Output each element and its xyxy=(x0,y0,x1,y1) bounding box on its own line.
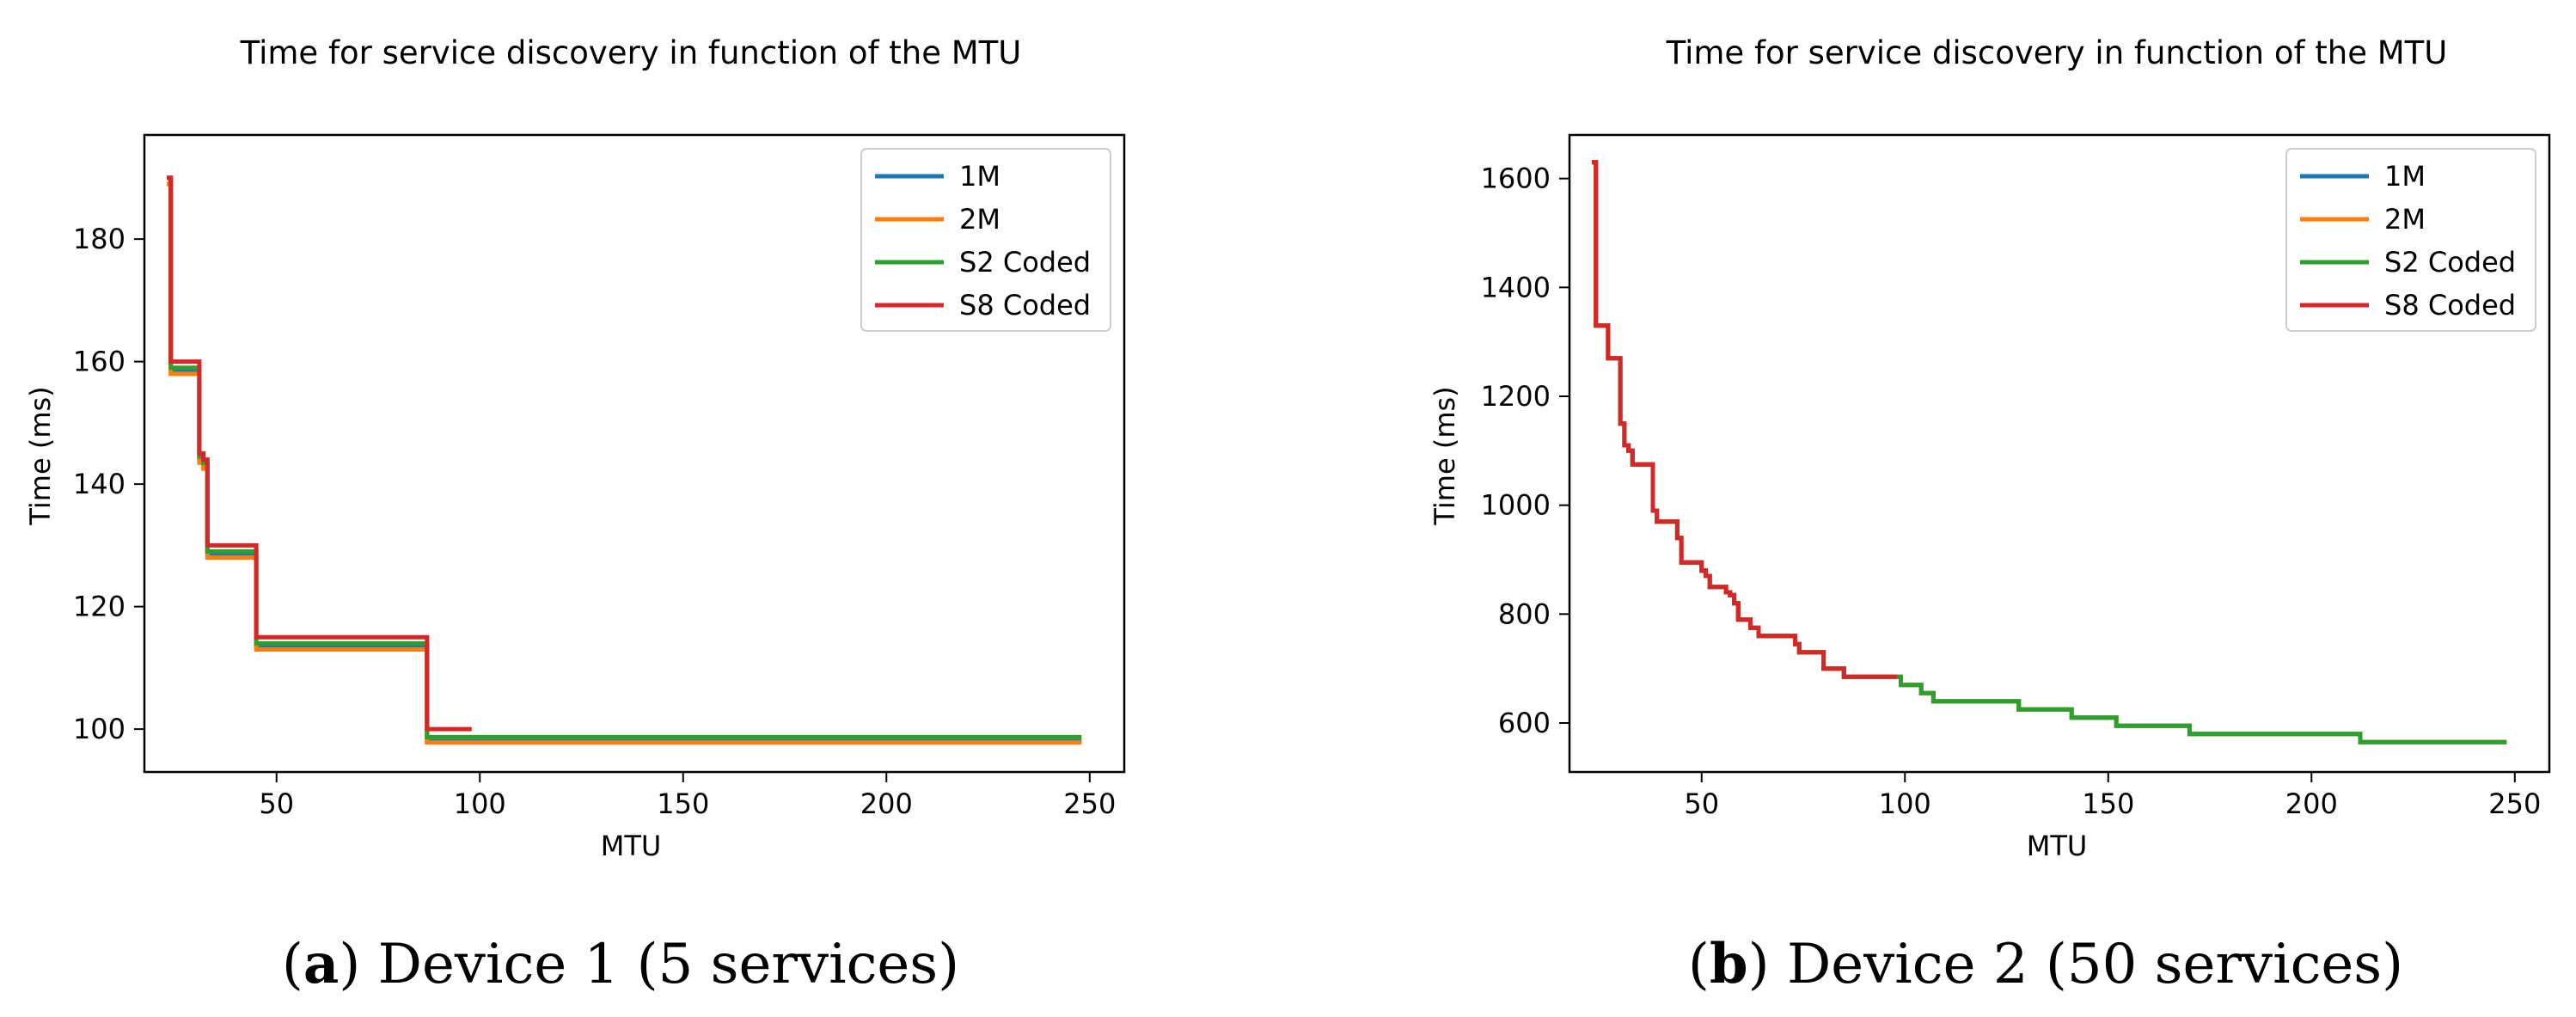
y-axis-label: Time (ms) xyxy=(24,386,57,525)
x-axis-label: MTU xyxy=(2027,830,2088,862)
legend: 1M 2M S2 Coded S8 Coded xyxy=(2285,148,2536,332)
caption-letter: a xyxy=(303,932,339,996)
x-tick-label: 100 xyxy=(1879,787,1931,820)
y-tick-label: 1200 xyxy=(1481,380,1551,413)
axes-frame xyxy=(143,133,1126,774)
plot-area: 50 100 150 200 250 100 120 140 160 180 1M 2M S2 Code… xyxy=(73,133,1126,820)
y-tick-label: 180 xyxy=(73,223,125,255)
y-tick-label: 1400 xyxy=(1481,271,1551,303)
chart-panel-a: Time for service discovery in function o… xyxy=(24,34,1126,996)
caption-open: ( xyxy=(282,933,303,996)
legend-label: S2 Coded xyxy=(959,246,1091,279)
y-tick-label: 140 xyxy=(73,468,125,500)
y-tick-label: 1000 xyxy=(1481,489,1551,522)
legend-label: 2M xyxy=(959,203,1000,236)
caption-text: ) Device 2 (50 services) xyxy=(1748,933,2403,996)
x-tick-label: 250 xyxy=(2488,787,2541,820)
axes-frame xyxy=(1568,133,2551,774)
legend: 1M 2M S2 Coded S8 Coded xyxy=(860,148,1111,332)
legend-box xyxy=(860,148,1111,332)
x-tick-label: 150 xyxy=(2082,787,2134,820)
legend-box xyxy=(2285,148,2536,332)
legend-label: S8 Coded xyxy=(959,289,1091,322)
chart-title: Time for service discovery in function o… xyxy=(1666,34,2448,71)
legend-label: S2 Coded xyxy=(2384,246,2516,279)
x-tick-label: 100 xyxy=(454,787,506,820)
caption-text: ) Device 1 (5 services) xyxy=(339,933,959,996)
series-line-s8-coded xyxy=(1592,160,1897,679)
x-tick-label: 200 xyxy=(2285,787,2338,820)
series-line-s8-coded xyxy=(167,175,472,732)
plot-area: 50 100 150 200 250 600 800 1000 1200 1400 1600 1M 2M… xyxy=(1481,133,2551,820)
y-tick-label: 1600 xyxy=(1481,162,1551,195)
y-tick-label: 100 xyxy=(73,713,125,745)
legend-label: 2M xyxy=(2384,203,2426,236)
x-axis-label: MTU xyxy=(601,830,662,862)
legend-label: 1M xyxy=(2384,160,2426,193)
legend-label: S8 Coded xyxy=(2384,289,2516,322)
x-tick-label: 250 xyxy=(1063,787,1116,820)
y-tick-label: 120 xyxy=(73,591,125,623)
y-axis-label: Time (ms) xyxy=(1429,386,1461,525)
caption-b: (b) Device 2 (50 services) xyxy=(1688,932,2403,996)
legend-label: 1M xyxy=(959,160,1000,193)
y-tick-label: 800 xyxy=(1498,597,1551,630)
x-tick-label: 50 xyxy=(1684,787,1719,820)
caption-a: (a) Device 1 (5 services) xyxy=(282,932,959,996)
caption-open: ( xyxy=(1688,933,1710,996)
x-tick-label: 200 xyxy=(860,787,913,820)
chart-title: Time for service discovery in function o… xyxy=(240,34,1022,71)
y-tick-label: 600 xyxy=(1498,707,1551,739)
x-tick-label: 50 xyxy=(259,787,294,820)
y-tick-label: 160 xyxy=(73,346,125,378)
caption-letter: b xyxy=(1710,932,1748,996)
chart-panel-b: Time for service discovery in function o… xyxy=(1429,34,2551,996)
x-tick-label: 150 xyxy=(657,787,709,820)
